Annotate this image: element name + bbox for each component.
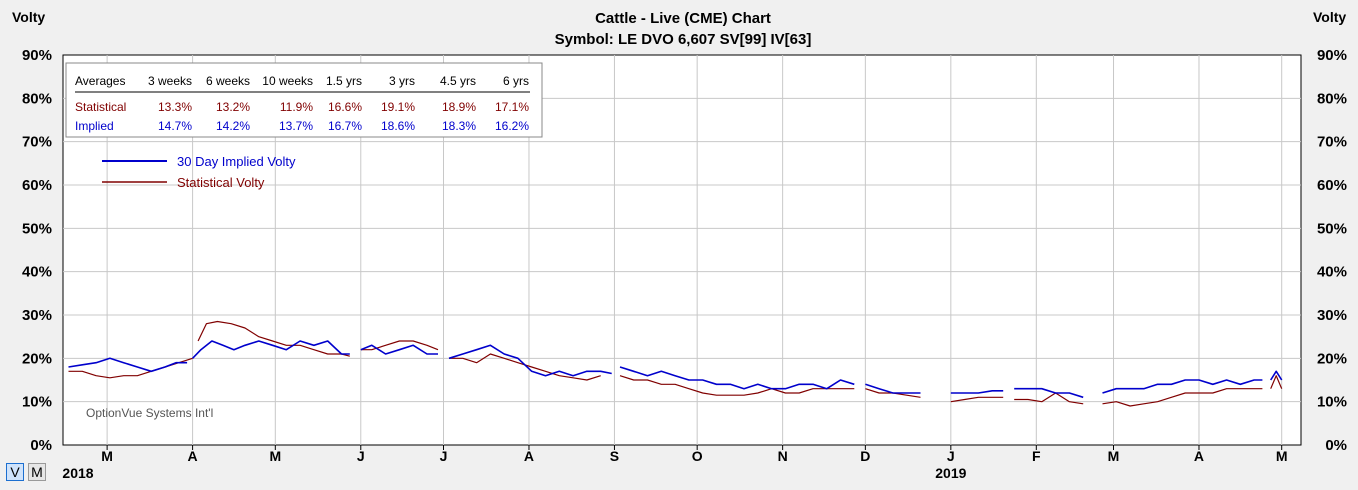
x-tick-label: N (778, 448, 788, 464)
averages-cell: 19.1% (381, 100, 415, 114)
y-tick-label-left: 50% (22, 220, 52, 237)
implied-volty-line (1270, 370, 1283, 381)
series-layer (68, 320, 1283, 407)
y-tick-label-left: 60% (22, 177, 52, 194)
implied-volty-line (192, 340, 350, 359)
x-tick-label: S (610, 448, 619, 464)
y-tick-label-right: 30% (1317, 307, 1347, 324)
y-tick-label-left: 70% (22, 134, 52, 151)
x-axis: M A M J J A S O N D J F M A M 2018 2019 (62, 448, 1287, 481)
chart-title: Cattle - Live (CME) Chart (595, 10, 771, 27)
y-axis-left: 0% 10% 20% 30% 40% 50% 60% 70% 80% 90% (22, 47, 52, 454)
y-tick-label-left: 90% (22, 47, 52, 64)
averages-table-box (65, 62, 543, 138)
year-label: 2019 (935, 465, 966, 481)
x-tick-label: F (1032, 448, 1041, 464)
averages-cell: 18.9% (442, 100, 476, 114)
legend-implied-label: 30 Day Implied Volty (177, 154, 296, 169)
x-tick-label: A (1194, 448, 1204, 464)
y-tick-label-right: 40% (1317, 264, 1347, 281)
y-tick-label-right: 10% (1317, 394, 1347, 411)
averages-cell: 13.7% (279, 119, 313, 133)
statistical-volty-line (1102, 388, 1263, 407)
x-tick-label: M (1276, 448, 1288, 464)
averages-cell: 16.6% (328, 100, 362, 114)
x-tick-label: J (947, 448, 955, 464)
y-tick-label-right: 70% (1317, 134, 1347, 151)
y-tick-label-right: 80% (1317, 90, 1347, 107)
left-axis-title: Volty (12, 9, 45, 25)
averages-table: Averages 3 weeks 6 weeks 10 weeks 1.5 yrs 3 y… (65, 62, 543, 138)
averages-cell: 16.7% (328, 119, 362, 133)
averages-table-header: 3 weeks (148, 74, 192, 88)
x-tick-label: M (101, 448, 113, 464)
implied-volty-line (619, 366, 855, 390)
y-tick-label-right: 50% (1317, 220, 1347, 237)
implied-volty-line (950, 389, 1004, 394)
implied-volty-line (360, 344, 438, 355)
averages-cell: 13.3% (158, 100, 192, 114)
volty-view-button[interactable]: V (6, 463, 24, 481)
statistical-volty-line (197, 320, 350, 357)
x-tick-label: A (188, 448, 198, 464)
averages-cell: 11.9% (280, 100, 313, 114)
y-tick-label-right: 20% (1317, 350, 1347, 367)
statistical-volty-line (1014, 392, 1084, 405)
chart-subtitle: Symbol: LE DVO 6,607 SV[99] IV[63] (555, 31, 812, 48)
y-tick-label-right: 90% (1317, 47, 1347, 64)
averages-table-header: 4.5 yrs (440, 74, 476, 88)
y-tick-label-left: 0% (30, 437, 52, 454)
y-tick-label-left: 30% (22, 307, 52, 324)
year-label: 2018 (62, 465, 93, 481)
implied-volty-line (448, 344, 612, 377)
y-tick-label-left: 20% (22, 350, 52, 367)
x-tick-label: D (860, 448, 870, 464)
x-tick-label: M (269, 448, 281, 464)
y-axis-right: 0% 10% 20% 30% 40% 50% 60% 70% 80% 90% (1317, 47, 1347, 454)
averages-cell: 14.2% (216, 119, 250, 133)
averages-table-header: 6 yrs (503, 74, 529, 88)
averages-cell: 17.1% (495, 100, 529, 114)
statistical-volty-line (1270, 375, 1283, 389)
x-tick-label: J (357, 448, 365, 464)
m-view-button[interactable]: M (28, 463, 46, 481)
statistical-volty-line (950, 396, 1004, 403)
y-tick-label-right: 0% (1325, 437, 1347, 454)
x-tick-label: A (524, 448, 534, 464)
implied-volty-series (68, 340, 1283, 399)
averages-cell: 14.7% (158, 119, 192, 133)
averages-cell: 18.3% (442, 119, 476, 133)
y-tick-label-left: 10% (22, 394, 52, 411)
x-tick-label: J (440, 448, 448, 464)
right-axis-title: Volty (1313, 9, 1346, 25)
implied-volty-line (865, 383, 921, 394)
averages-cell: 13.2% (216, 100, 250, 114)
averages-row-label: Implied (75, 119, 114, 133)
x-tick-label: M (1108, 448, 1120, 464)
averages-table-header: 10 weeks (262, 74, 313, 88)
statistical-volty-line (360, 340, 439, 351)
statistical-volty-line (619, 375, 855, 396)
averages-row-label: Statistical (75, 100, 126, 114)
x-tick-label: O (692, 448, 703, 464)
implied-volty-line (68, 357, 188, 373)
y-tick-label-left: 80% (22, 90, 52, 107)
implied-volty-line (1014, 387, 1084, 399)
averages-table-header: 3 yrs (389, 74, 415, 88)
averages-table-header: Averages (75, 74, 125, 88)
averages-table-header: 1.5 yrs (326, 74, 362, 88)
averages-cell: 16.2% (495, 119, 529, 133)
watermark: OptionVue Systems Int'l (86, 406, 213, 420)
implied-volty-line (1102, 379, 1263, 394)
y-tick-label-left: 40% (22, 264, 52, 281)
averages-table-header: 6 weeks (206, 74, 250, 88)
y-tick-label-right: 60% (1317, 177, 1347, 194)
averages-cell: 18.6% (381, 119, 415, 133)
legend-statistical-label: Statistical Volty (177, 175, 265, 190)
legend: 30 Day Implied Volty Statistical Volty (102, 154, 296, 190)
